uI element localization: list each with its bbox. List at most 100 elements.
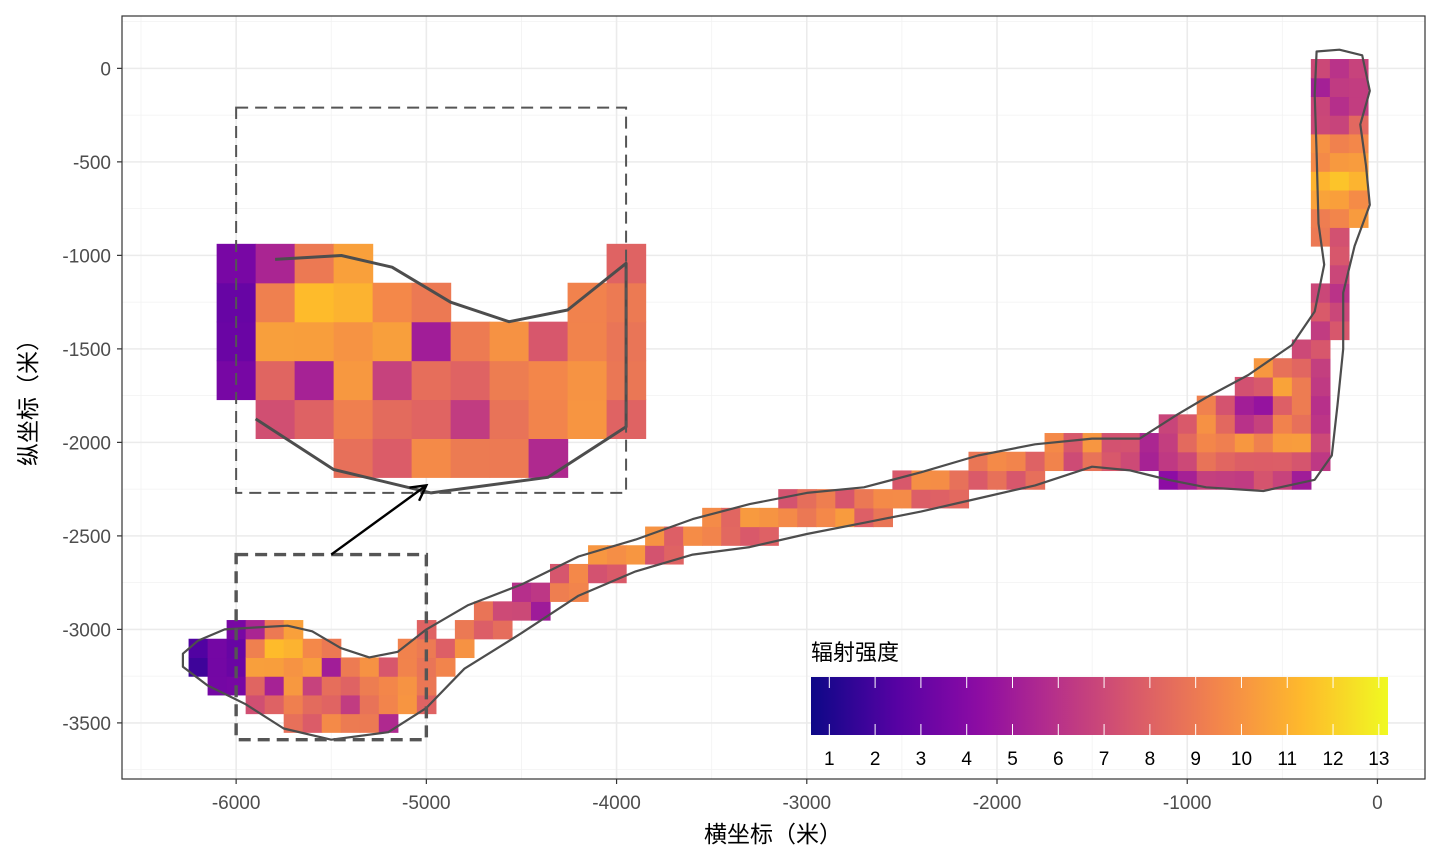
inset-heat-cell [489,438,530,478]
colorbar-tick-label: 3 [916,749,927,770]
x-tick-label: -2000 [973,793,1022,814]
inset-heat-cell [411,399,452,439]
heat-cell [435,657,456,677]
heat-cell [454,638,475,659]
heat-cell [302,713,323,733]
inset-heat-cell [294,360,335,401]
heat-cell [321,638,342,659]
heat-cell [1348,152,1369,172]
heat-cell [1310,283,1331,303]
colorbar-tick-label: 4 [961,749,972,770]
heat-cell [1272,451,1293,472]
panel-border [121,15,1426,780]
heat-cell [283,638,304,659]
heat-cell [397,638,418,659]
heat-cell [340,694,361,715]
inset-heat-cell [411,321,452,362]
heat-cell [778,489,798,509]
heat-cell [359,713,380,733]
axes: -6000 -5000 -4000 -3000 -2000 -1000 0 0 -500 -100… [62,59,1382,814]
heat-cell [1101,433,1122,453]
heat-cell [1215,451,1236,472]
heat-cell [511,601,532,621]
heat-cell [1272,358,1293,378]
inset-heat-cell [489,321,530,362]
heat-cell [721,526,741,546]
heat-cell [1310,376,1331,397]
heat-cell [1310,59,1331,79]
heat-cell [949,470,970,490]
heat-cell [1082,433,1103,453]
heat-cell [1063,433,1084,453]
inset-heat-cell [567,360,608,401]
inset-heat-cell [333,399,374,439]
inset-heat-cell [528,438,569,478]
heat-cell [1310,358,1331,378]
heat-cell [1291,358,1312,378]
inset-heat-cell [294,321,335,362]
heat-cell [1291,470,1312,490]
inset-heat-cell [294,399,335,439]
heat-cell [930,489,951,509]
heat-cell [1253,376,1274,397]
heat-cell [626,545,646,565]
heat-cell [1025,470,1046,490]
heat-cell [435,638,456,659]
inset-heat-cell [567,399,608,439]
heat-cell [207,676,228,696]
heat-cell [1253,358,1274,378]
inset-heat-cell [489,399,530,439]
inset-frame [235,106,628,494]
heat-cell [321,713,342,733]
heat-cell [1310,115,1331,135]
heat-cell [1329,302,1350,322]
inset-heat-cell [567,321,608,362]
inset-heat-cell [411,438,452,478]
region-boundary [181,48,1371,741]
heat-cell [911,489,932,509]
heat-cell [1006,470,1027,490]
heat-cell [835,489,855,509]
heat-cell [397,657,418,677]
heat-cell [1234,395,1255,415]
heat-cell [1348,115,1369,135]
heat-cell [302,694,323,715]
heat-cell [1291,414,1312,434]
heat-cell [454,620,475,640]
heat-cell [645,545,665,565]
inset-heat-cell [528,360,569,401]
heat-cell [1215,414,1236,434]
heat-cell [340,657,361,677]
heat-cell [1329,77,1350,98]
heat-cell [664,526,684,546]
y-tick-label: -3500 [62,714,111,735]
heat-cell [1348,189,1369,210]
inset-heat-cell [255,360,296,401]
heat-cell [1158,414,1179,434]
inset-heat-cell [411,360,452,401]
heat-cell [778,507,798,528]
heat-cell [1310,208,1331,228]
inset-heat-cell [450,438,491,478]
heat-cell [1310,433,1331,453]
inset-heat-cell [255,282,296,323]
heat-cell [1310,133,1331,154]
heat-cell [1253,395,1274,415]
heat-cell [1310,152,1331,172]
heat-cell [359,694,380,715]
heat-cell [530,582,551,602]
heat-cell [359,657,380,677]
heat-cell [1310,189,1331,210]
heat-cell [569,563,589,584]
heat-cell [416,694,437,715]
heat-cell [1139,451,1160,472]
heat-cell [740,507,760,528]
heat-cell [1329,283,1350,303]
heat-cell [549,582,570,602]
heat-cell [1196,451,1217,472]
heat-cell [283,713,304,733]
inset-arrow [330,484,428,556]
heat-cell [1158,433,1179,453]
x-tick-label: -6000 [212,793,261,814]
